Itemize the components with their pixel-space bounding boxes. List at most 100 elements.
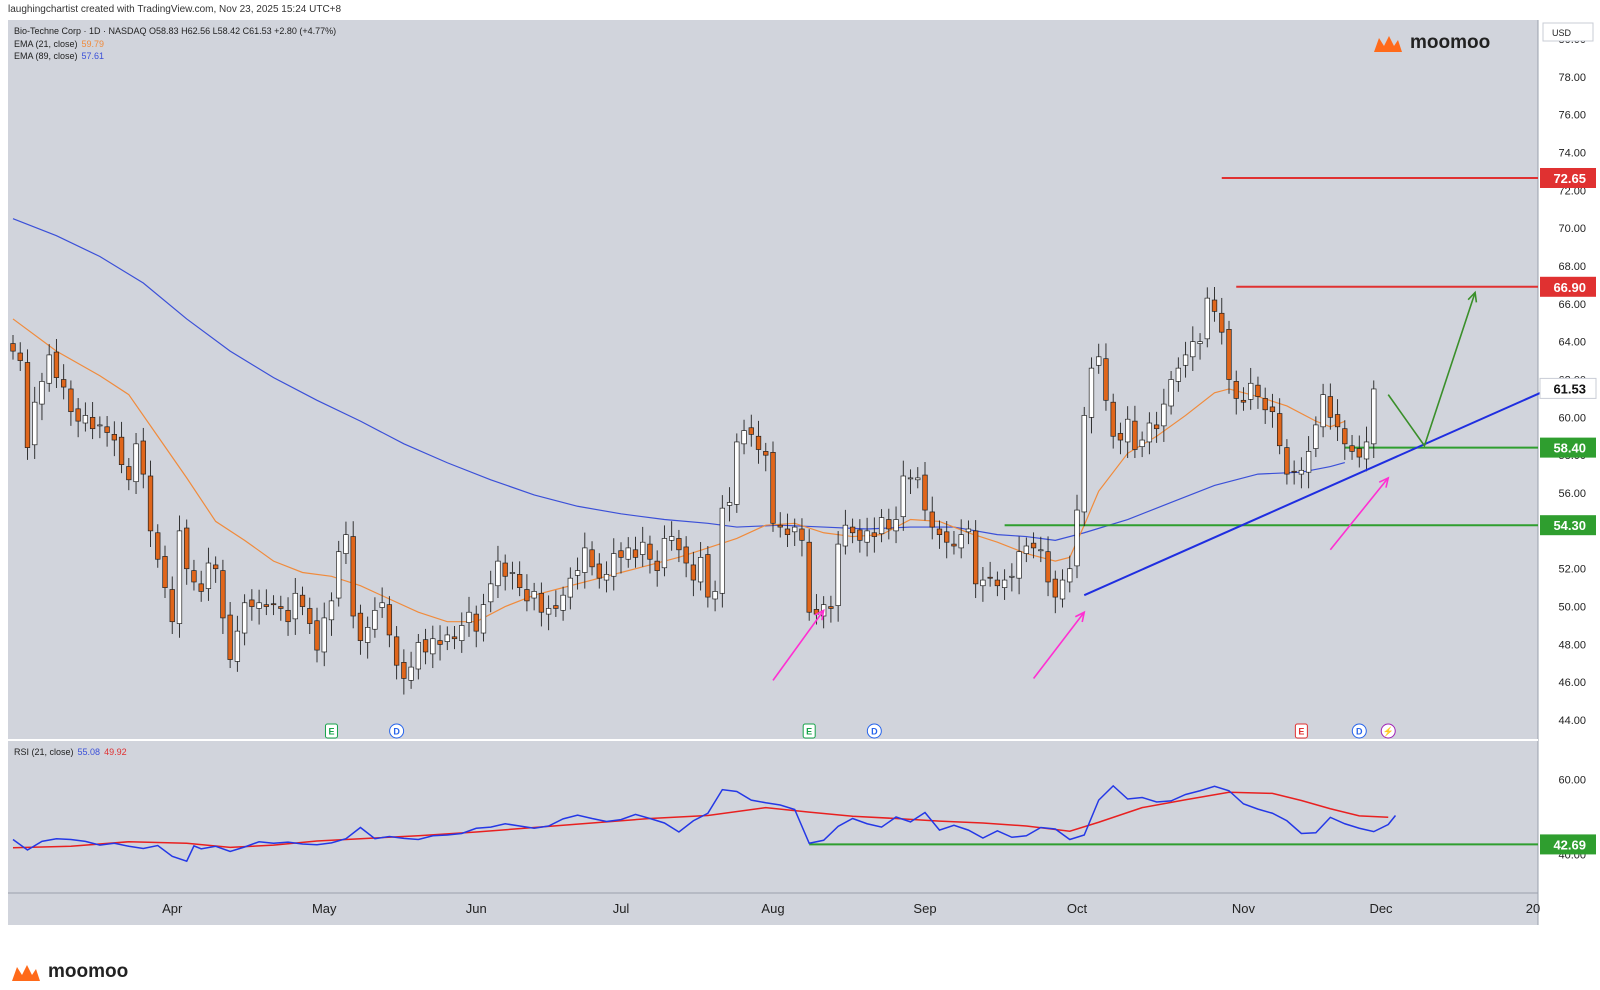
level-tag [1540,167,1596,188]
event-marker[interactable]: E [324,723,338,739]
svg-text:EMA (89, close)57.61: EMA (89, close) 57.61 [14,51,104,61]
trendline [1083,382,1563,597]
annotation-arrows [772,290,1478,681]
rsi-ma-legend-value: 49.92 [104,747,127,757]
price-tick: 70.00 [1558,223,1586,235]
candle [1298,457,1305,489]
candle [1226,320,1232,394]
event-marker[interactable]: D [1351,723,1367,739]
candle [1233,370,1239,415]
candle [314,607,320,663]
pointer-arrow [1329,477,1389,551]
ema89-legend-label: EMA (89, close) [14,51,78,61]
candle [495,545,501,599]
candle [1248,367,1254,410]
candle [835,531,841,622]
level-tag [1540,437,1596,458]
candle [307,597,313,634]
candle [357,604,364,655]
candle [118,421,125,474]
price-tick: 76.00 [1558,110,1586,122]
event-marker[interactable]: E [1294,723,1308,739]
candle [661,525,668,577]
pointer-arrow [772,609,825,681]
candle [46,344,52,392]
price-tick: 48.00 [1558,639,1586,651]
candle [1153,411,1160,443]
candle [466,596,472,637]
candle [1074,494,1080,579]
candle [669,521,675,551]
candle [726,487,733,522]
candle [220,559,226,634]
candle [886,508,892,540]
candle [53,339,60,389]
candle [734,433,740,513]
candle [618,542,624,574]
candle [1211,286,1218,322]
candle [1139,431,1145,458]
price-tick: 72.00 [1558,185,1586,197]
price-chart[interactable]: E D E D E D ⚡ Apr May Jun Jul Aug Sep Oct Nov Dec 20 44… [0,0,1600,960]
currency-label: USD [1552,28,1572,38]
event-marker[interactable]: D [866,723,882,739]
candle [176,515,183,638]
candle [524,574,530,612]
candle [39,372,45,421]
candle [1349,434,1355,460]
ema89-legend-value: 57.61 [82,51,105,61]
svg-text:D: D [393,727,400,737]
event-marker[interactable]: E [802,723,816,739]
rsi-pane [12,784,1538,863]
price-tick: 46.00 [1558,677,1586,689]
candle [929,496,935,540]
candle [784,513,791,547]
pointer-arrowhead [1378,476,1390,488]
candle [1110,393,1116,449]
moomoo-icon [1374,36,1402,52]
candle [89,402,96,440]
candle [205,547,212,601]
price-pane-bg [8,20,1538,739]
price-tick: 52.00 [1558,564,1586,576]
price-tick: 44.00 [1558,715,1586,727]
candle [799,518,805,557]
candle [61,364,67,400]
svg-text:⚡: ⚡ [1383,726,1394,738]
candle [1067,555,1073,593]
candle [690,551,697,597]
candle [379,587,385,618]
candles [10,286,1377,695]
candle [712,580,718,612]
candle [430,625,436,669]
candle [241,594,248,646]
time-tick: Jul [613,901,630,916]
candle [1081,406,1087,527]
candle [415,633,421,680]
price-tick: 68.00 [1558,261,1586,273]
candle [17,342,23,371]
candle [1023,537,1029,563]
candle [162,545,168,599]
candle [1219,297,1225,345]
projection-arrowhead [1467,290,1478,303]
candle [1096,343,1102,374]
candle [1363,426,1370,472]
projection-path [1387,292,1476,448]
event-marker[interactable]: ⚡ [1380,723,1396,739]
candle [1342,420,1348,460]
candle [965,520,972,545]
candle [1045,536,1051,597]
candle [907,469,914,494]
candle [560,586,566,621]
candle [849,518,856,544]
candle [68,380,74,426]
candle [1117,422,1124,455]
time-tick: 20 [1526,901,1540,916]
pointer-arrowhead [1074,610,1086,623]
candle [1030,532,1037,559]
candle [900,460,906,531]
candle [1001,569,1008,600]
event-marker[interactable]: D [389,723,405,739]
candle [567,567,573,610]
